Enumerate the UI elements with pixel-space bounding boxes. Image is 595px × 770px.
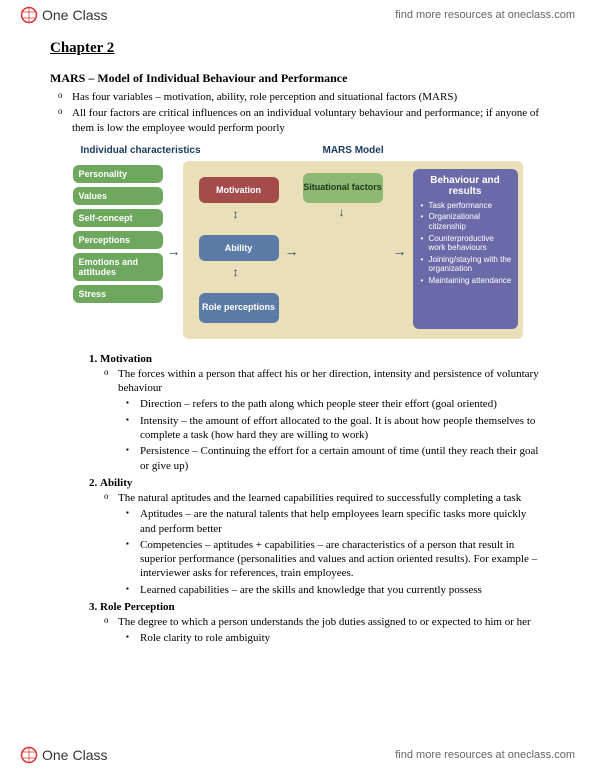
section-desc: The forces within a person that affect h… — [118, 367, 545, 396]
section-ability: Ability The natural aptitudes and the le… — [100, 477, 545, 597]
sub-item: Role clarity to role ambiguity — [140, 631, 545, 645]
results-title: Behaviour and results — [419, 175, 512, 197]
results-item: Counterproductive work behaviours — [421, 234, 512, 253]
section-title: Ability — [100, 477, 132, 489]
sub-item: Learned capabilities – are the skills an… — [140, 583, 545, 597]
results-item: Organizational citizenship — [421, 212, 512, 231]
mars-heading: MARS – Model of Individual Behaviour and… — [50, 71, 545, 86]
mars-diagram: Individual characteristics MARS Model Pe… — [63, 143, 533, 343]
intro-item: All four factors are critical influences… — [72, 106, 545, 135]
box-role: Role perceptions — [199, 293, 279, 323]
sub-item: Aptitudes – are the natural talents that… — [140, 507, 545, 536]
logo-icon — [20, 746, 38, 764]
section-desc: The natural aptitudes and the learned ca… — [118, 491, 545, 505]
results-item: Joining/staying with the organization — [421, 255, 512, 274]
section-title: Motivation — [100, 353, 152, 365]
box-results: Behaviour and results Task performance O… — [413, 169, 518, 329]
diagram-label-mars: MARS Model — [323, 145, 384, 156]
results-item: Maintaining attendance — [421, 276, 512, 286]
brand-class: Class — [72, 7, 107, 23]
arrow-updown-icon: ↕ — [233, 265, 239, 279]
brand-one: One — [42, 747, 68, 763]
intro-item: Has four variables – motivation, ability… — [72, 90, 545, 104]
individual-column: Personality Values Self-concept Percepti… — [73, 165, 163, 307]
indiv-box-personality: Personality — [73, 165, 163, 183]
indiv-box-stress: Stress — [73, 285, 163, 303]
section-title: Role Perception — [100, 601, 175, 613]
box-ability: Ability — [199, 235, 279, 261]
section-desc: The degree to which a person understands… — [118, 615, 545, 629]
box-motivation: Motivation — [199, 177, 279, 203]
arrow-icon: → — [167, 243, 181, 259]
tagline-link-bottom[interactable]: find more resources at oneclass.com — [395, 749, 575, 761]
sub-item: Direction – refers to the path along whi… — [140, 397, 545, 411]
indiv-box-values: Values — [73, 187, 163, 205]
brand-logo: OneClass — [20, 6, 107, 24]
indiv-box-selfconcept: Self-concept — [73, 209, 163, 227]
arrow-updown-icon: ↕ — [233, 207, 239, 221]
tagline-link-top[interactable]: find more resources at oneclass.com — [395, 9, 575, 21]
intro-list: Has four variables – motivation, ability… — [50, 90, 545, 135]
brand-one: One — [42, 7, 68, 23]
indiv-box-emotions: Emotions and attitudes — [73, 253, 163, 281]
logo-icon — [20, 6, 38, 24]
arrow-down-icon: ↓ — [339, 205, 345, 219]
diagram-label-individual: Individual characteristics — [81, 145, 201, 156]
chapter-title: Chapter 2 — [50, 40, 545, 57]
numbered-sections: Motivation The forces within a person th… — [50, 353, 545, 646]
brand-class: Class — [72, 747, 107, 763]
results-item: Task performance — [421, 201, 512, 211]
sub-item: Competencies – aptitudes + capabilities … — [140, 538, 545, 581]
indiv-box-perceptions: Perceptions — [73, 231, 163, 249]
sub-item: Intensity – the amount of effort allocat… — [140, 414, 545, 443]
arrow-icon: → — [285, 243, 299, 259]
brand-logo-bottom: OneClass — [20, 746, 107, 764]
sub-item: Persistence – Continuing the effort for … — [140, 444, 545, 473]
section-role: Role Perception The degree to which a pe… — [100, 601, 545, 646]
box-situational: Situational factors — [303, 173, 383, 203]
section-motivation: Motivation The forces within a person th… — [100, 353, 545, 473]
arrow-icon: → — [393, 243, 407, 259]
